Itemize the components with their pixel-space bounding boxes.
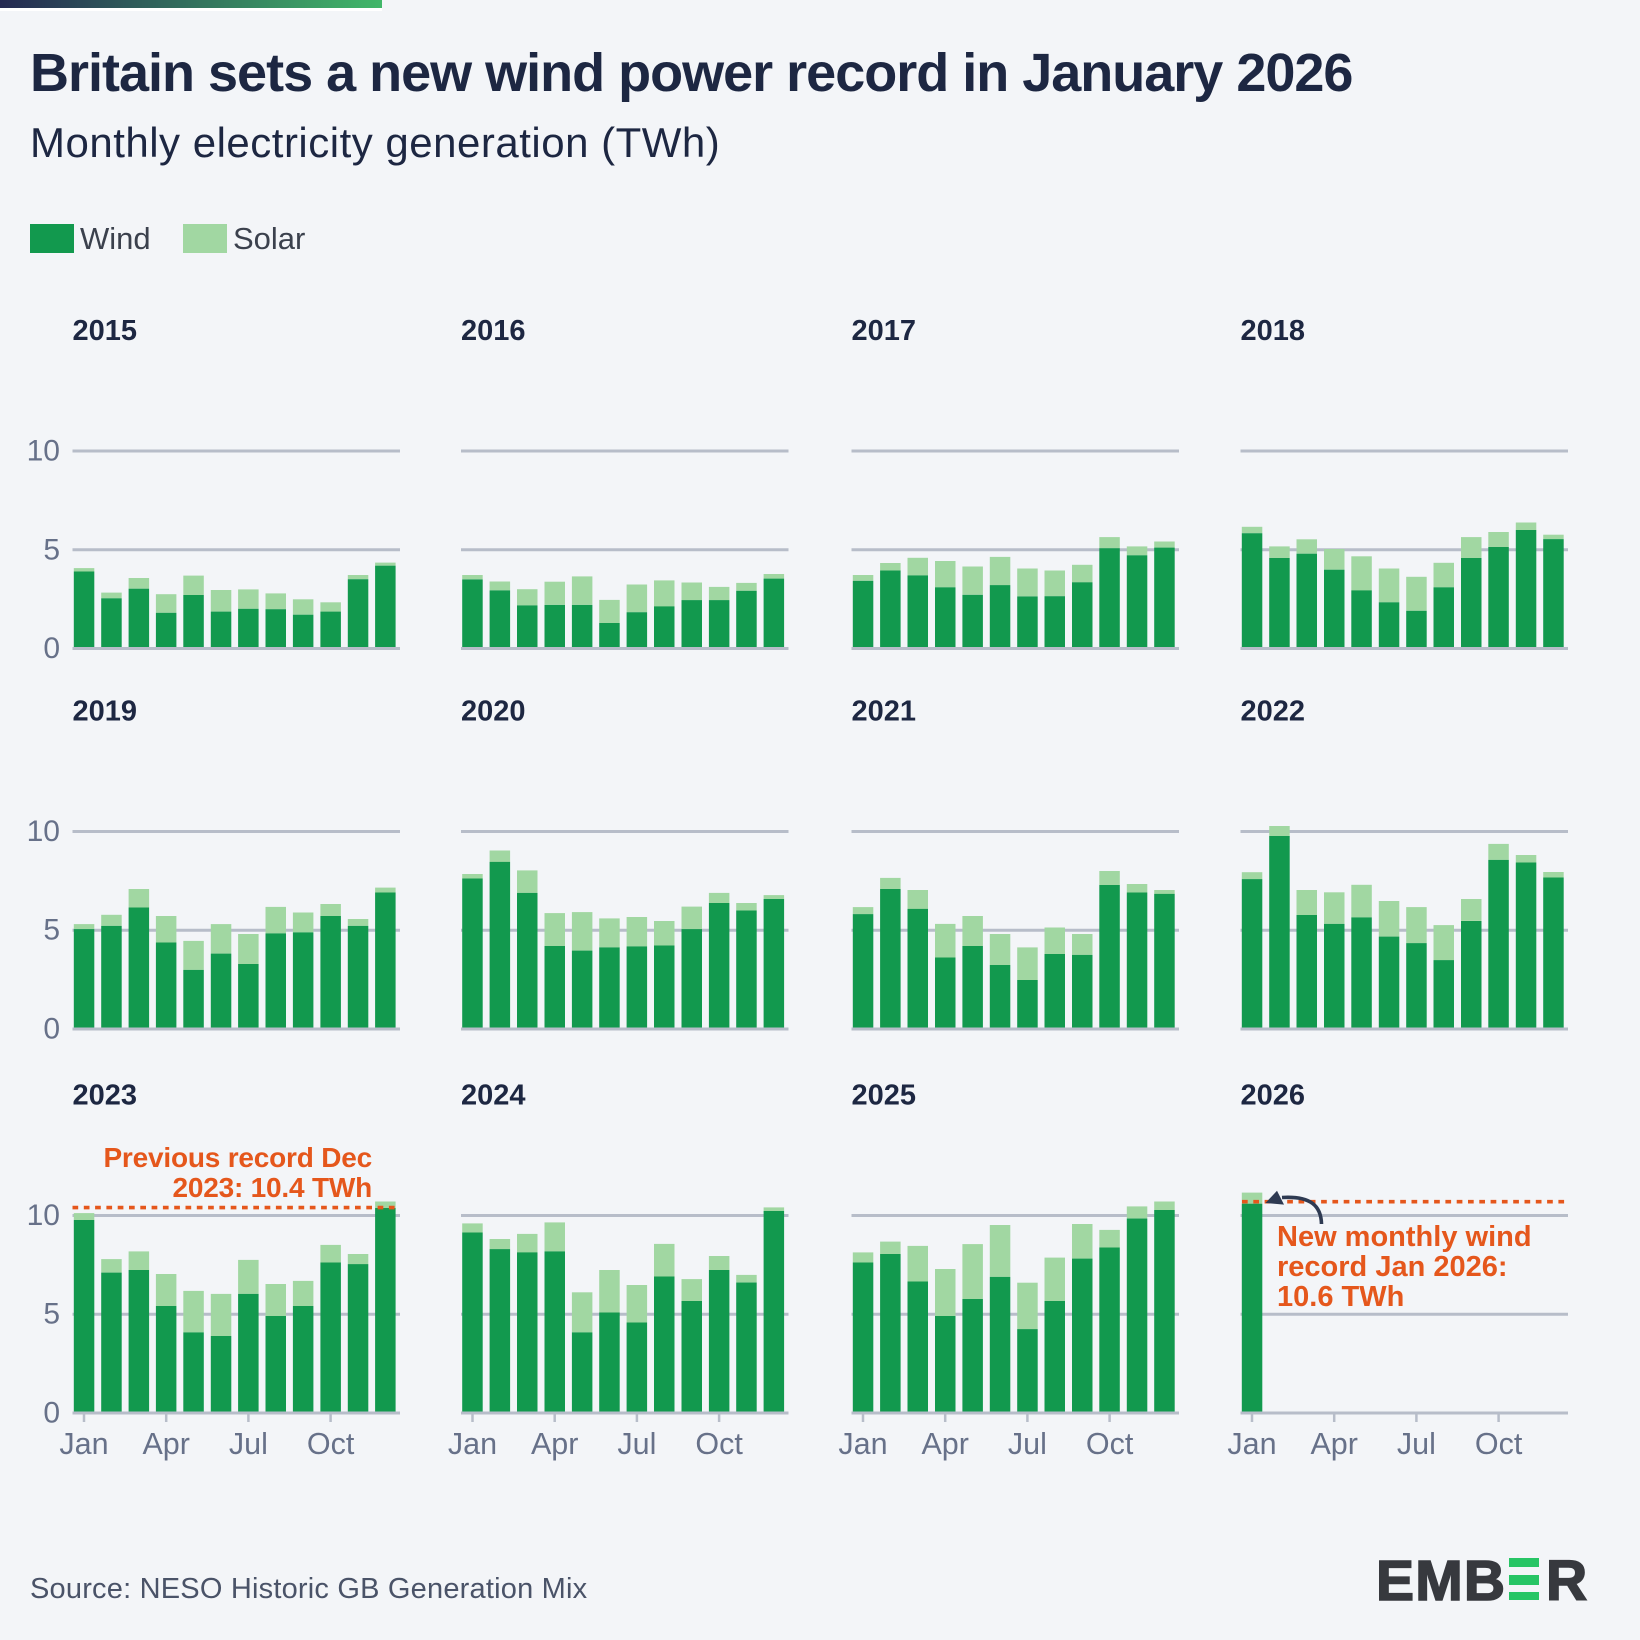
svg-text:10.6 TWh: 10.6 TWh — [1277, 1281, 1404, 1313]
svg-text:2024: 2024 — [461, 1080, 526, 1112]
svg-text:Jan: Jan — [1227, 1427, 1276, 1461]
svg-text:2021: 2021 — [852, 696, 917, 728]
svg-text:Previous record Dec: Previous record Dec — [103, 1142, 372, 1173]
svg-text:Oct: Oct — [307, 1427, 355, 1461]
svg-text:Apr: Apr — [142, 1427, 189, 1461]
svg-text:Apr: Apr — [531, 1427, 578, 1461]
svg-text:5: 5 — [43, 533, 60, 566]
svg-text:2020: 2020 — [461, 696, 526, 728]
svg-text:10: 10 — [27, 1199, 60, 1232]
svg-text:Jul: Jul — [229, 1427, 268, 1461]
svg-text:2019: 2019 — [73, 696, 138, 728]
svg-text:10: 10 — [27, 815, 60, 848]
svg-text:0: 0 — [43, 632, 60, 665]
svg-text:Jan: Jan — [838, 1427, 887, 1461]
svg-text:Jan: Jan — [59, 1427, 108, 1461]
svg-text:2018: 2018 — [1241, 315, 1306, 347]
svg-text:5: 5 — [43, 914, 60, 947]
svg-text:0: 0 — [43, 1397, 60, 1430]
svg-text:EMB: EMB — [1376, 1549, 1506, 1613]
svg-text:Apr: Apr — [1310, 1427, 1357, 1461]
svg-text:5: 5 — [43, 1298, 60, 1331]
svg-text:2023: 2023 — [73, 1080, 138, 1112]
svg-text:Oct: Oct — [1086, 1427, 1134, 1461]
svg-text:record Jan 2026:: record Jan 2026: — [1277, 1251, 1508, 1283]
svg-text:R: R — [1546, 1549, 1587, 1613]
svg-text:2016: 2016 — [461, 315, 526, 347]
svg-text:Oct: Oct — [1475, 1427, 1523, 1461]
svg-text:2025: 2025 — [852, 1080, 917, 1112]
svg-text:10: 10 — [27, 435, 60, 468]
svg-text:Jul: Jul — [1008, 1427, 1047, 1461]
svg-text:0: 0 — [43, 1013, 60, 1046]
svg-text:Jan: Jan — [448, 1427, 497, 1461]
svg-text:2022: 2022 — [1241, 696, 1306, 728]
svg-text:Apr: Apr — [921, 1427, 968, 1461]
svg-text:Oct: Oct — [695, 1427, 743, 1461]
svg-text:Jul: Jul — [617, 1427, 656, 1461]
svg-text:New monthly wind: New monthly wind — [1277, 1221, 1532, 1253]
svg-text:Jul: Jul — [1397, 1427, 1436, 1461]
svg-text:2023: 10.4 TWh: 2023: 10.4 TWh — [172, 1172, 372, 1203]
svg-text:2026: 2026 — [1241, 1080, 1306, 1112]
svg-text:2015: 2015 — [73, 315, 138, 347]
svg-text:2017: 2017 — [852, 315, 917, 347]
